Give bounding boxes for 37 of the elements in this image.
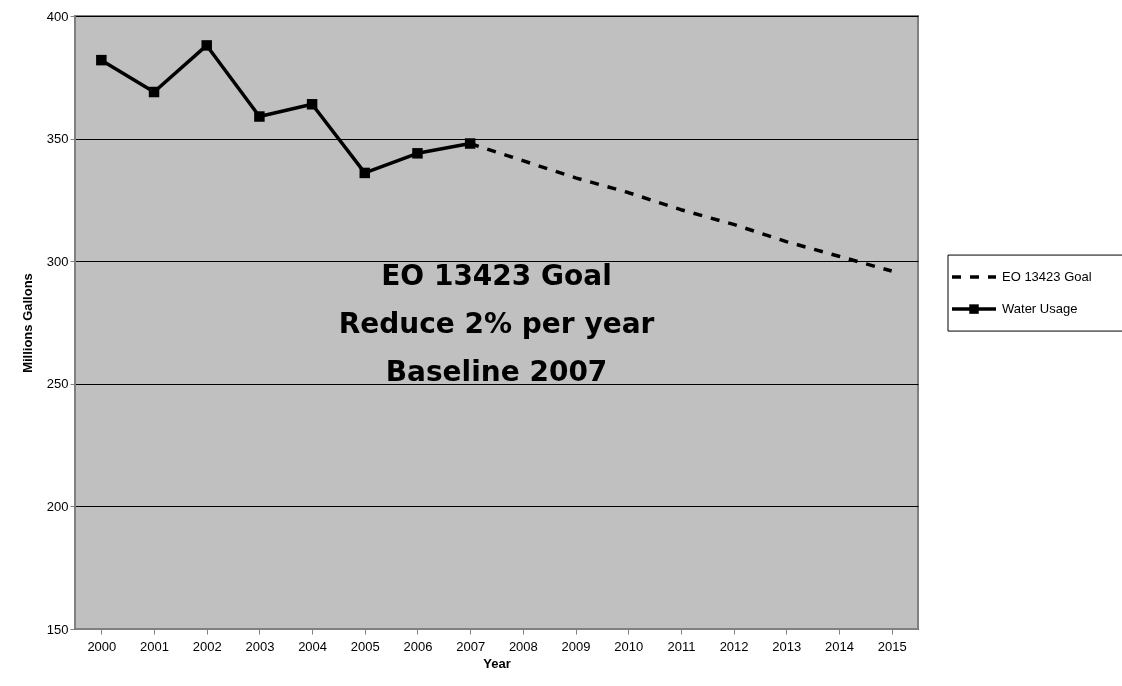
x-tick-label: 2002	[192, 638, 222, 654]
y-tick-label: 250	[46, 376, 69, 392]
x-tick-label: 2003	[245, 638, 275, 654]
point	[412, 148, 423, 159]
point	[254, 111, 265, 122]
x-axis-title: Year	[483, 655, 511, 671]
y-tick-label: 400	[46, 8, 69, 24]
x-tick-label: 2009	[561, 638, 591, 654]
x-tick-label: 2015	[877, 638, 907, 654]
x-tick-label: 2011	[667, 638, 696, 654]
y-tick-label: 300	[46, 253, 69, 269]
y-axis-title: Millions Gallons	[19, 273, 35, 373]
x-tick-label: 2005	[350, 638, 380, 654]
x-tick-label: 2013	[772, 638, 802, 654]
x-tick-label: 2012	[719, 638, 749, 654]
y-tick-label: 150	[46, 621, 69, 637]
y-tick-label: 200	[46, 498, 69, 514]
x-tick-label: 2004	[298, 638, 328, 654]
point	[464, 138, 476, 149]
x-tick-label: 2001	[140, 638, 169, 654]
point	[96, 54, 107, 66]
annotation: EO 13423 Goal	[381, 258, 612, 292]
point	[148, 86, 160, 98]
x-tick-label: 2000	[87, 638, 117, 654]
x-tick-label: 2006	[403, 638, 433, 654]
legend-label: EO 13423 Goal	[1002, 269, 1092, 285]
legend-label: Water Usage	[1002, 301, 1078, 317]
point	[359, 167, 371, 179]
x-tick-label: 2008	[508, 638, 538, 654]
point	[306, 99, 318, 110]
x-tick-label: 2007	[456, 638, 486, 654]
y-tick-label: 350	[46, 131, 69, 147]
x-tick-label: 2010	[614, 638, 644, 654]
x-tick-label: 2014	[825, 638, 854, 654]
annotation: Baseline 2007	[385, 354, 608, 388]
annotation: Reduce 2% per year	[338, 306, 655, 340]
point	[201, 40, 212, 51]
